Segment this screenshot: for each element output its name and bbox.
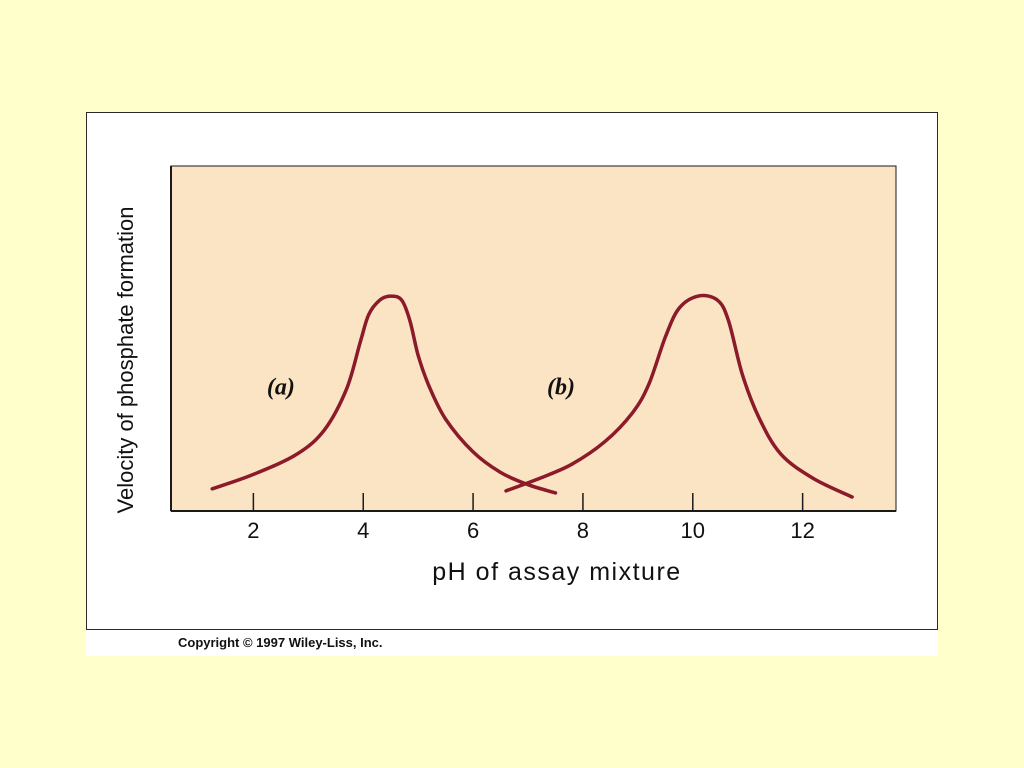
series-label-a: (a) [267,375,295,401]
series-label-b: (b) [547,375,575,401]
x-axis-label: pH of assay mixture [432,558,681,586]
x-tick-label-12: 12 [790,518,814,543]
series-layer: (a) (b) [210,293,854,499]
series-line-a [210,294,558,495]
x-tick-label-4: 4 [357,518,369,543]
plot-area [170,165,897,512]
x-tick-label-10: 10 [681,518,705,543]
x-tick-label-2: 2 [247,518,259,543]
x-ticks: 2 4 6 8 10 12 [247,493,815,543]
x-tick-label-6: 6 [467,518,479,543]
copyright-text: Copyright © 1997 Wiley-Liss, Inc. [178,635,383,650]
copyright-strip: Copyright © 1997 Wiley-Liss, Inc. [86,630,938,656]
x-tick-label-8: 8 [577,518,589,543]
y-axis-label: Velocity of phosphate formation [113,207,138,514]
series-line-b [504,293,854,499]
